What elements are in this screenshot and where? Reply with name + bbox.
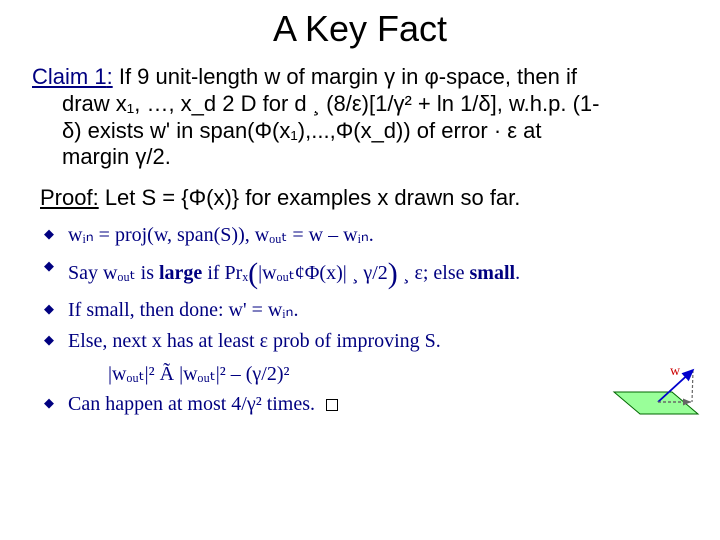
bullet-5-text: Can happen at most 4/γ² times. <box>68 393 315 415</box>
bullet-1: wᵢₙ = proj(w, span(S)), wₒᵤₜ = w – wᵢₙ. <box>68 223 696 248</box>
w-label: w <box>670 364 681 379</box>
diagram-svg: w <box>608 362 704 420</box>
proof-label: Proof: <box>32 185 99 210</box>
proof-bullets: wᵢₙ = proj(w, span(S)), wₒᵤₜ = w – wᵢₙ. … <box>24 223 696 417</box>
bullet-4: Else, next x has at least ε prob of impr… <box>68 329 696 354</box>
bullet-2-pre: Say wₒᵤₜ is <box>68 262 159 284</box>
bullet-2-large: large <box>159 262 202 284</box>
bullet-2-mid2: ¸ ε; else <box>398 262 470 284</box>
bullet-1-text: wᵢₙ = proj(w, span(S)), wₒᵤₜ = w – wᵢₙ. <box>68 224 374 246</box>
bullet-indent-text: |wₒᵤₜ|² Ã |wₒᵤₜ|² – (γ/2)² <box>108 363 289 385</box>
proof-header: Proof: Let S = {Φ(x)} for examples x dra… <box>24 185 696 211</box>
claim-line-4: margin γ/2. <box>62 144 171 169</box>
plane-shape <box>614 392 698 414</box>
bullet-3-text: If small, then done: w' = wᵢₙ. <box>68 299 299 321</box>
claim-line-3: δ) exists w' in span(Φ(x₁),...,Φ(x_d)) o… <box>62 118 542 143</box>
claim-colon: : <box>107 64 113 89</box>
bullet-2-paren-open: ( <box>248 257 258 290</box>
vector-diagram: w <box>608 362 704 420</box>
bullet-5: Can happen at most 4/γ² times. <box>68 392 696 417</box>
bullet-2-inner: |wₒᵤₜ¢Φ(x)| ¸ γ/2 <box>258 262 388 284</box>
page-title: A Key Fact <box>24 8 696 50</box>
qed-box-icon <box>326 399 338 411</box>
claim-line-1: If 9 unit-length w of margin γ in φ-spac… <box>119 64 577 89</box>
claim-block: Claim 1: If 9 unit-length w of margin γ … <box>24 64 696 171</box>
bullet-2-paren-close: ) <box>388 257 398 290</box>
claim-line-2: draw x₁, …, x_d 2 D for d ¸ (8/ε)[1/γ² +… <box>62 91 600 116</box>
bullet-2-small: small <box>470 262 516 284</box>
bullet-2-tail: . <box>515 262 520 284</box>
bullet-3: If small, then done: w' = wᵢₙ. <box>68 298 696 323</box>
bullet-4-text: Else, next x has at least ε prob of impr… <box>68 330 441 352</box>
bullet-2-mid1: if Prₓ <box>202 262 248 284</box>
drop-line <box>692 370 693 402</box>
claim-label: Claim 1 <box>32 64 107 89</box>
proof-setdef: Let S = {Φ(x)} for examples x drawn so f… <box>99 185 521 210</box>
bullet-2: Say wₒᵤₜ is large if Prₓ(|wₒᵤₜ¢Φ(x)| ¸ γ… <box>68 255 696 293</box>
